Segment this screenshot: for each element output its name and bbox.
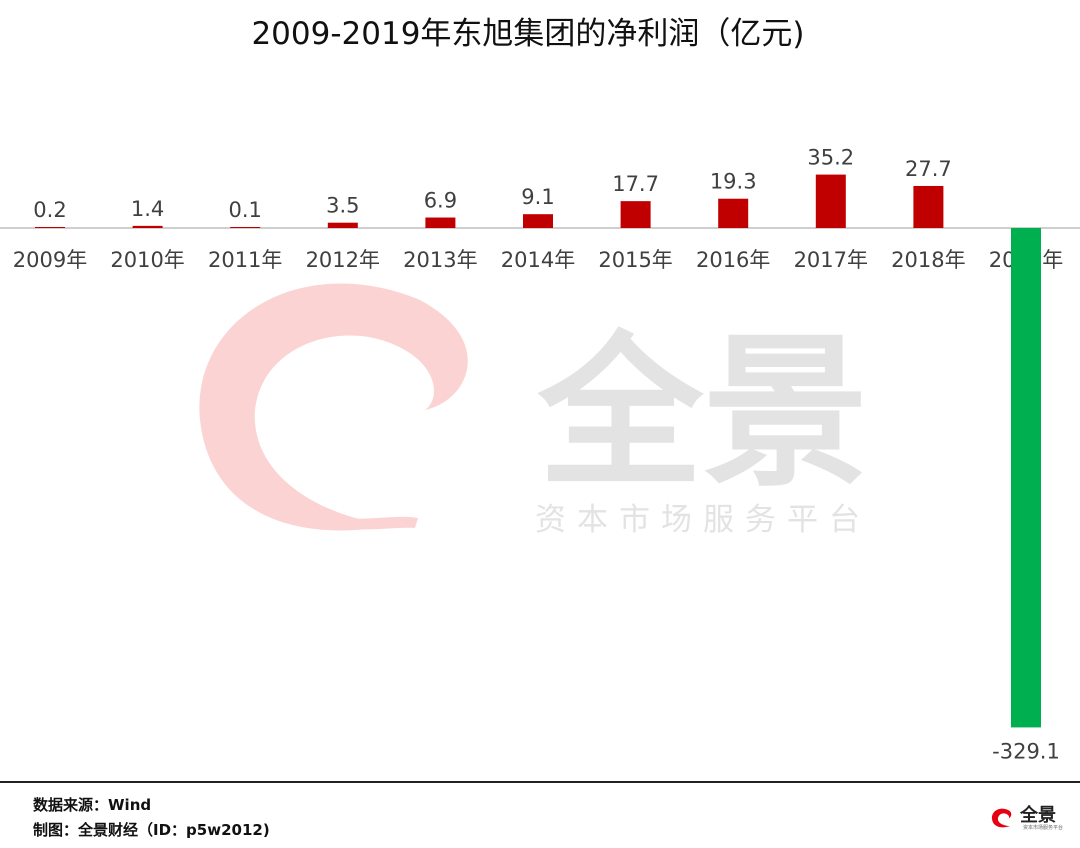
x-tick-label: 2011年 (208, 248, 282, 272)
bar-2013年 (425, 217, 456, 228)
x-tick-label: 2012年 (306, 248, 380, 272)
x-tick-label: 2018年 (891, 248, 965, 272)
net-profit-bar-chart: 全景 资本市场服务平台 2009年 2010年 2011年 2012年 2013年 201… (0, 146, 1080, 764)
value-labels: 0.2 1.4 0.1 3.5 6.9 9.1 17.7 19.3 35.2 27.7 -329.1 (33, 146, 1060, 764)
brand-logo: 全景 资本市场服务平台 (986, 801, 1066, 835)
x-tick-label: 2010年 (110, 248, 184, 272)
bar-2015年 (620, 201, 651, 228)
value-label: 27.7 (905, 157, 952, 181)
x-tick-labels: 2009年 2010年 2011年 2012年 2013年 2014年 2015年 2016年… (13, 248, 1063, 272)
x-tick-label: 2014年 (501, 248, 575, 272)
footer-divider (0, 781, 1080, 783)
x-tick-label: 2009年 (13, 248, 87, 272)
value-label: 35.2 (807, 146, 854, 170)
bar-2016年 (718, 198, 749, 228)
bar-2009年 (35, 227, 65, 228)
x-tick-label: 2016年 (696, 248, 770, 272)
bar-2019年 (1011, 228, 1041, 728)
x-tick-label: 2015年 (598, 248, 672, 272)
value-label: 0.2 (33, 198, 66, 222)
bars (35, 174, 1041, 728)
watermark: 全景 资本市场服务平台 (199, 283, 871, 538)
data-source: 数据来源：Wind (33, 796, 152, 814)
value-label: 1.4 (131, 197, 164, 221)
value-label: 6.9 (424, 189, 457, 213)
bar-2017年 (815, 174, 846, 228)
value-label: 3.5 (326, 194, 359, 218)
x-tick-label: 2013年 (403, 248, 477, 272)
brand-swirl-icon (991, 808, 1012, 828)
chart-title: 2009-2019年东旭集团的净利润（亿元) (251, 16, 805, 52)
bar-2018年 (913, 185, 944, 228)
chart-credit: 制图：全景财经（ID：p5w2012) (33, 821, 270, 839)
value-label: 0.1 (228, 198, 261, 222)
bar-2014年 (523, 214, 553, 228)
value-label: 9.1 (521, 185, 554, 209)
x-tick-label: 2017年 (794, 248, 868, 272)
bar-2010年 (132, 225, 163, 228)
bar-2011年 (230, 227, 261, 228)
value-label: 17.7 (612, 172, 659, 196)
brand-name: 全景 (1020, 805, 1056, 826)
watermark-tagline: 资本市场服务平台 (535, 502, 871, 538)
value-label: 19.3 (710, 170, 757, 194)
watermark-logo-icon (199, 283, 468, 531)
value-label: -329.1 (992, 739, 1060, 763)
bar-2012年 (327, 222, 358, 228)
brand-tagline: 资本市场服务平台 (1023, 825, 1064, 831)
watermark-brand: 全景 (537, 317, 868, 509)
